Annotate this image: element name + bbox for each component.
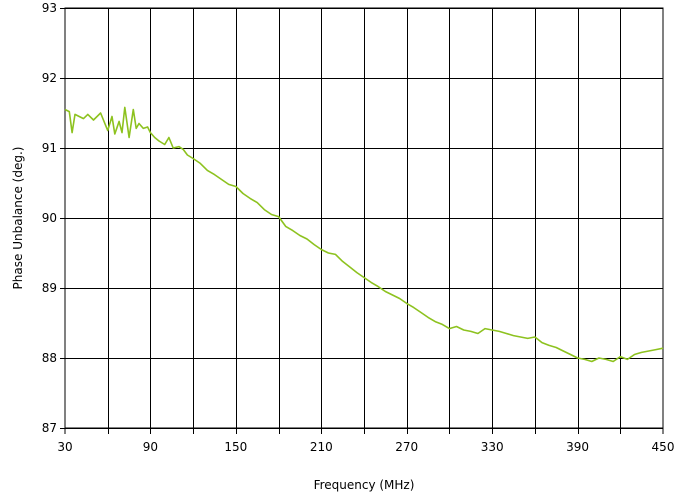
y-tick-label: 88 xyxy=(42,351,57,365)
y-axis-label: Phase Unbalance (deg.) xyxy=(11,147,25,290)
series-line xyxy=(64,106,664,363)
x-tick-label: 330 xyxy=(481,440,504,454)
x-tick-label: 270 xyxy=(395,440,418,454)
x-tick-label: 390 xyxy=(566,440,589,454)
y-tick-label: 93 xyxy=(42,1,57,15)
y-tick-label: 89 xyxy=(42,281,57,295)
x-tick-label: 150 xyxy=(224,440,247,454)
x-tick-label: 210 xyxy=(310,440,333,454)
y-tick-label: 90 xyxy=(42,211,57,225)
y-tick-label: 91 xyxy=(42,141,57,155)
y-tick-label: 87 xyxy=(42,421,57,435)
data-layer xyxy=(64,106,664,363)
tick-label-layer: 30 90 150 210 270 330 390 450 87 88 89 90 91 92 93 xyxy=(42,1,675,454)
x-tick-label: 90 xyxy=(143,440,158,454)
grid-layer xyxy=(60,7,664,434)
x-tick-label: 450 xyxy=(652,440,675,454)
x-axis-label: Frequency (MHz) xyxy=(314,478,415,492)
y-tick-label: 92 xyxy=(42,71,57,85)
x-tick-label: 30 xyxy=(57,440,72,454)
